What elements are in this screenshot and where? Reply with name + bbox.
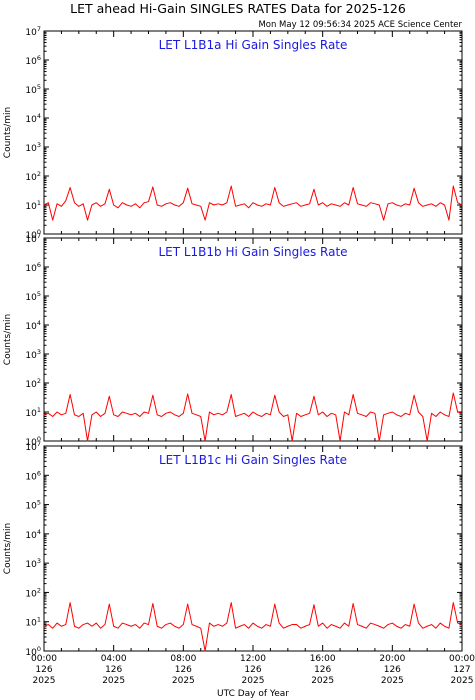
y-tick-label: 105	[25, 83, 41, 96]
x-tick-time: 08:00	[170, 654, 196, 664]
y-axis-label: Counts/min	[3, 314, 13, 365]
y-tick-label: 106	[25, 469, 41, 482]
x-tick-year: 2025	[311, 676, 334, 686]
y-tick-label: 102	[25, 586, 41, 599]
y-tick-label: 107	[25, 232, 41, 245]
y-tick-label: 105	[25, 499, 41, 512]
y-tick-label: 103	[25, 348, 41, 361]
x-tick-year: 2025	[242, 676, 265, 686]
x-tick-day: 126	[244, 665, 261, 675]
y-tick-label: 100	[25, 645, 41, 658]
y-tick-label: 102	[25, 170, 41, 183]
x-tick-day: 126	[35, 665, 52, 675]
panel-title: LET L1B1a Hi Gain Singles Rate	[159, 38, 348, 52]
panels-group: LET L1B1a Hi Gain Singles Rate 107 106 105 1…	[3, 25, 475, 686]
x-tick-day: 126	[175, 665, 192, 675]
x-tick-year: 2025	[451, 676, 474, 686]
y-axis-label: Counts/min	[3, 523, 13, 574]
panel-title: LET L1B1b Hi Gain Singles Rate	[158, 245, 347, 259]
y-tick-label: 101	[25, 199, 41, 212]
x-tick-time: 04:00	[101, 654, 127, 664]
x-tick-year: 2025	[172, 676, 195, 686]
plot-frame	[43, 445, 463, 652]
panel-2: LET L1B1b Hi Gain Singles Rate 107 106 105 1…	[3, 232, 463, 448]
series-line	[43, 185, 463, 221]
series-line	[43, 602, 463, 652]
x-tick-time: 00:00	[31, 654, 57, 664]
x-tick-day: 126	[105, 665, 122, 675]
y-tick-label: 100	[25, 435, 41, 448]
x-tick-time: 20:00	[379, 654, 405, 664]
panel-3: LET L1B1c Hi Gain Singles Rate 107 106 105 1…	[3, 440, 463, 658]
y-tick-label: 106	[25, 261, 41, 274]
y-tick-label: 100	[25, 228, 41, 241]
panel-title: LET L1B1c Hi Gain Singles Rate	[159, 453, 347, 467]
x-tick-day: 126	[314, 665, 331, 675]
y-tick-label: 107	[25, 25, 41, 38]
y-tick-label: 103	[25, 557, 41, 570]
x-tick-day: 126	[384, 665, 401, 675]
plot-frame	[43, 30, 463, 235]
figure-title: LET ahead Hi-Gain SINGLES RATES Data for…	[70, 1, 406, 16]
x-tick-day: 127	[453, 665, 470, 675]
y-tick-label: 104	[25, 528, 41, 541]
y-tick-label: 106	[25, 54, 41, 67]
x-tick-year: 2025	[381, 676, 404, 686]
plot-frame	[43, 237, 463, 442]
x-tick-time: 12:00	[240, 654, 266, 664]
panel-1: LET L1B1a Hi Gain Singles Rate 107 106 105 1…	[3, 25, 463, 241]
y-tick-label: 107	[25, 440, 41, 453]
y-tick-label: 104	[25, 319, 41, 332]
y-tick-label: 102	[25, 377, 41, 390]
y-tick-label: 103	[25, 141, 41, 154]
y-tick-label: 101	[25, 616, 41, 629]
x-tick-year: 2025	[102, 676, 125, 686]
timestamp-label: Mon May 12 09:56:34 2025 ACE Science Cen…	[258, 20, 462, 30]
x-tick-time: 16:00	[310, 654, 336, 664]
y-tick-label: 104	[25, 112, 41, 125]
y-tick-label: 105	[25, 290, 41, 303]
y-tick-label: 101	[25, 406, 41, 419]
x-tick-year: 2025	[33, 676, 56, 686]
x-axis-label: UTC Day of Year	[217, 689, 289, 699]
series-line	[43, 392, 463, 442]
x-tick-time: 00:00	[449, 654, 475, 664]
y-axis-label: Counts/min	[3, 107, 13, 158]
